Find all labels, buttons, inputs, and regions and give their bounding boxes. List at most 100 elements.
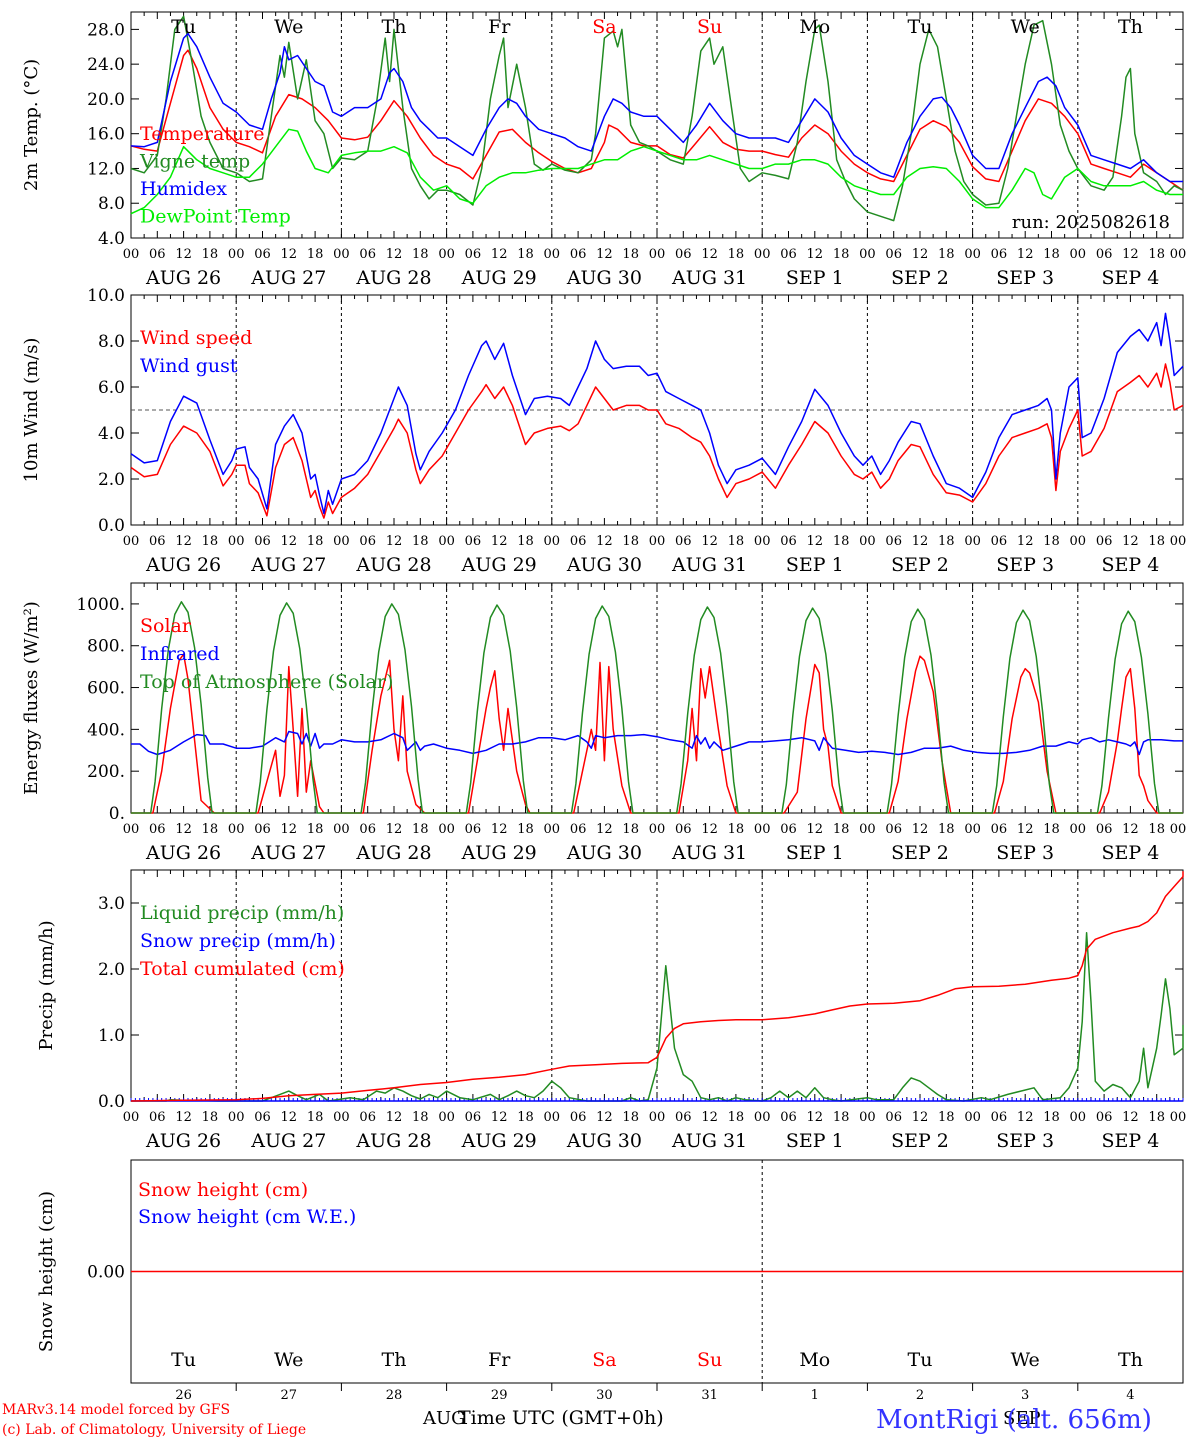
series-line-wind-speed bbox=[130, 363, 1184, 519]
hour-tick-label: 18 bbox=[833, 534, 850, 549]
hour-tick-label: 00 bbox=[859, 247, 876, 262]
weekday-label: We bbox=[274, 16, 303, 38]
hour-tick-label: 18 bbox=[622, 534, 639, 549]
weekday-label: Mo bbox=[799, 1349, 830, 1371]
hour-tick-label: 00 bbox=[228, 1110, 245, 1125]
hour-tick-label: 18 bbox=[1043, 247, 1060, 262]
y-axis-label: 10m Wind (m/s) bbox=[21, 338, 42, 483]
y-tick-label: 0.00 bbox=[87, 1263, 125, 1283]
hour-tick-label: 12 bbox=[1017, 1110, 1034, 1125]
hour-tick-label: 00 bbox=[333, 247, 350, 262]
hour-tick-label: 18 bbox=[202, 1110, 219, 1125]
hour-tick-label: 00 bbox=[649, 247, 666, 262]
hour-tick-label: 06 bbox=[254, 247, 271, 262]
hour-tick-label: 00 bbox=[754, 534, 771, 549]
hour-tick-label: 00 bbox=[754, 247, 771, 262]
hour-tick-label: 06 bbox=[570, 1110, 587, 1125]
date-label: AUG 31 bbox=[671, 1130, 747, 1152]
hour-tick-label: 12 bbox=[175, 1110, 192, 1125]
hour-tick-label: 00 bbox=[438, 534, 455, 549]
date-label: SEP 3 bbox=[996, 554, 1054, 576]
date-label: AUG 30 bbox=[566, 842, 642, 864]
legend-entry: Liquid precip (mm/h) bbox=[140, 902, 344, 924]
weekday-label: Fr bbox=[488, 16, 511, 38]
hour-tick-label: 06 bbox=[991, 1110, 1008, 1125]
hour-tick-label: 12 bbox=[1122, 247, 1139, 262]
hour-tick-label: 06 bbox=[254, 822, 271, 837]
date-label: AUG 28 bbox=[355, 554, 431, 576]
y-tick-label: 4.0 bbox=[98, 424, 125, 444]
time-axis-label: Time UTC (GMT+0h) bbox=[458, 1407, 664, 1429]
day-number-label: 1 bbox=[811, 1388, 819, 1403]
y-tick-label: 8.0 bbox=[98, 332, 125, 352]
panel-energy-fluxes: 0. 200. 400. 600. 800. 1000. Energy fluxes (W/… bbox=[21, 582, 1186, 864]
hour-tick-label: 00 bbox=[333, 822, 350, 837]
hour-tick-label: 12 bbox=[491, 822, 508, 837]
hour-tick-label: 12 bbox=[912, 534, 929, 549]
hour-tick-label: 12 bbox=[807, 247, 824, 262]
hour-tick-label: 18 bbox=[622, 247, 639, 262]
hour-tick-label: 12 bbox=[491, 534, 508, 549]
hour-tick-label: 00 bbox=[228, 247, 245, 262]
y-tick-label: 28.0 bbox=[87, 20, 125, 40]
y-tick-label: 24.0 bbox=[87, 55, 125, 75]
weekday-label: Th bbox=[382, 1349, 407, 1371]
hour-tick-label: 12 bbox=[701, 822, 718, 837]
hour-tick-label: 12 bbox=[1122, 822, 1139, 837]
date-label: AUG 26 bbox=[145, 554, 221, 576]
hour-tick-label: 06 bbox=[675, 534, 692, 549]
date-label: SEP 1 bbox=[786, 842, 844, 864]
weekday-label: Tu bbox=[171, 1349, 196, 1371]
date-label: AUG 27 bbox=[250, 1130, 326, 1152]
hour-tick-label: 18 bbox=[1148, 247, 1165, 262]
hour-tick-label: 06 bbox=[149, 822, 166, 837]
legend-entry: Temperature bbox=[140, 123, 264, 145]
weekday-label: Mo bbox=[799, 16, 830, 38]
weekday-label: Fr bbox=[488, 1349, 511, 1371]
hour-tick-label: 06 bbox=[570, 247, 587, 262]
y-tick-label: 2.0 bbox=[98, 960, 125, 980]
y-tick-label: 400. bbox=[87, 720, 125, 740]
date-label: SEP 3 bbox=[996, 267, 1054, 289]
hour-tick-label: 00 bbox=[1170, 1110, 1187, 1125]
date-label: AUG 30 bbox=[566, 554, 642, 576]
date-label: SEP 4 bbox=[1101, 554, 1159, 576]
y-tick-label: 3.0 bbox=[98, 894, 125, 914]
legend-entry: Solar bbox=[140, 615, 192, 637]
hour-tick-label: 18 bbox=[938, 1110, 955, 1125]
weekday-label: Su bbox=[697, 16, 722, 38]
hour-tick-label: 00 bbox=[964, 247, 981, 262]
hour-tick-label: 18 bbox=[202, 822, 219, 837]
hour-tick-label: 06 bbox=[991, 822, 1008, 837]
hour-tick-label: 18 bbox=[412, 1110, 429, 1125]
hour-tick-label: 18 bbox=[833, 1110, 850, 1125]
hour-tick-label: 12 bbox=[281, 534, 298, 549]
hour-tick-label: 12 bbox=[386, 534, 403, 549]
day-number-label: 4 bbox=[1126, 1388, 1134, 1403]
y-tick-label: 1.0 bbox=[98, 1026, 125, 1046]
date-label: AUG 29 bbox=[461, 842, 537, 864]
hour-tick-label: 12 bbox=[701, 1110, 718, 1125]
hour-tick-label: 06 bbox=[1096, 247, 1113, 262]
hour-tick-label: 18 bbox=[412, 534, 429, 549]
hour-tick-label: 18 bbox=[202, 534, 219, 549]
hour-tick-label: 00 bbox=[123, 534, 140, 549]
day-number-label: 31 bbox=[701, 1388, 718, 1403]
hour-tick-label: 00 bbox=[964, 822, 981, 837]
series-line-vigne-temp bbox=[130, 15, 1184, 222]
hour-tick-label: 12 bbox=[491, 1110, 508, 1125]
hour-tick-label: 06 bbox=[991, 247, 1008, 262]
weekday-label: Th bbox=[1118, 1349, 1143, 1371]
hour-tick-label: 12 bbox=[596, 534, 613, 549]
hour-tick-label: 00 bbox=[1170, 534, 1187, 549]
weekday-label: Su bbox=[697, 1349, 722, 1371]
weekday-label: We bbox=[1011, 16, 1040, 38]
hour-tick-label: 06 bbox=[675, 1110, 692, 1125]
legend-entry: Humidex bbox=[140, 178, 227, 200]
hour-tick-label: 12 bbox=[175, 534, 192, 549]
hour-tick-label: 18 bbox=[1043, 822, 1060, 837]
hour-tick-label: 12 bbox=[1017, 822, 1034, 837]
hour-tick-label: 18 bbox=[1148, 822, 1165, 837]
legend-entry: Wind speed bbox=[140, 327, 252, 349]
date-label: AUG 28 bbox=[355, 1130, 431, 1152]
